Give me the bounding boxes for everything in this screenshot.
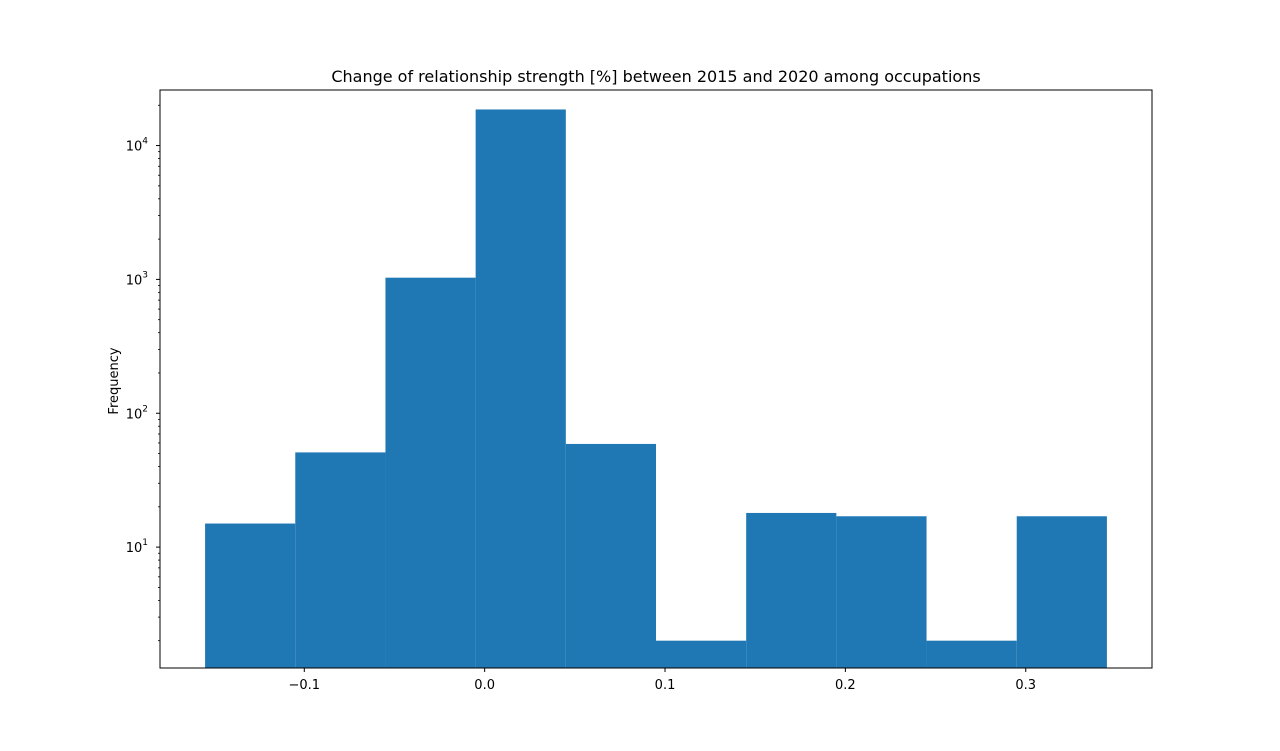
- histogram-bar-3: [385, 277, 476, 668]
- histogram-bar-5: [565, 443, 656, 668]
- y-axis: 101 102 103 104: [126, 104, 160, 642]
- x-tick-label: 0.3: [1015, 678, 1036, 693]
- histogram-bar-8: [836, 516, 927, 668]
- histogram-bar-10: [1016, 516, 1107, 668]
- x-axis: −0.1 0.0 0.1 0.2 0.3: [289, 668, 1036, 693]
- y-tick-label: 102: [126, 404, 148, 422]
- histogram-bar-1: [205, 523, 296, 668]
- x-tick-label: 0.1: [655, 678, 676, 693]
- y-tick-label: 103: [126, 270, 148, 288]
- x-tick-label: −0.1: [289, 678, 321, 693]
- plot-frame: [159, 89, 1153, 669]
- histogram-bar-9: [926, 640, 1017, 668]
- histogram-bar-7: [746, 512, 837, 668]
- histogram-bar-6: [656, 640, 747, 668]
- histogram-bar-2: [295, 452, 386, 668]
- chart-title: Change of relationship strength [%] betw…: [331, 67, 980, 86]
- y-axis-label: Frequency: [107, 347, 122, 414]
- x-tick-label: 0.0: [474, 678, 495, 693]
- bars-group: [205, 109, 1107, 668]
- histogram-bar-4: [475, 109, 566, 668]
- y-tick-label: 101: [126, 538, 148, 556]
- x-tick-label: 0.2: [835, 678, 856, 693]
- y-tick-label: 104: [126, 137, 149, 155]
